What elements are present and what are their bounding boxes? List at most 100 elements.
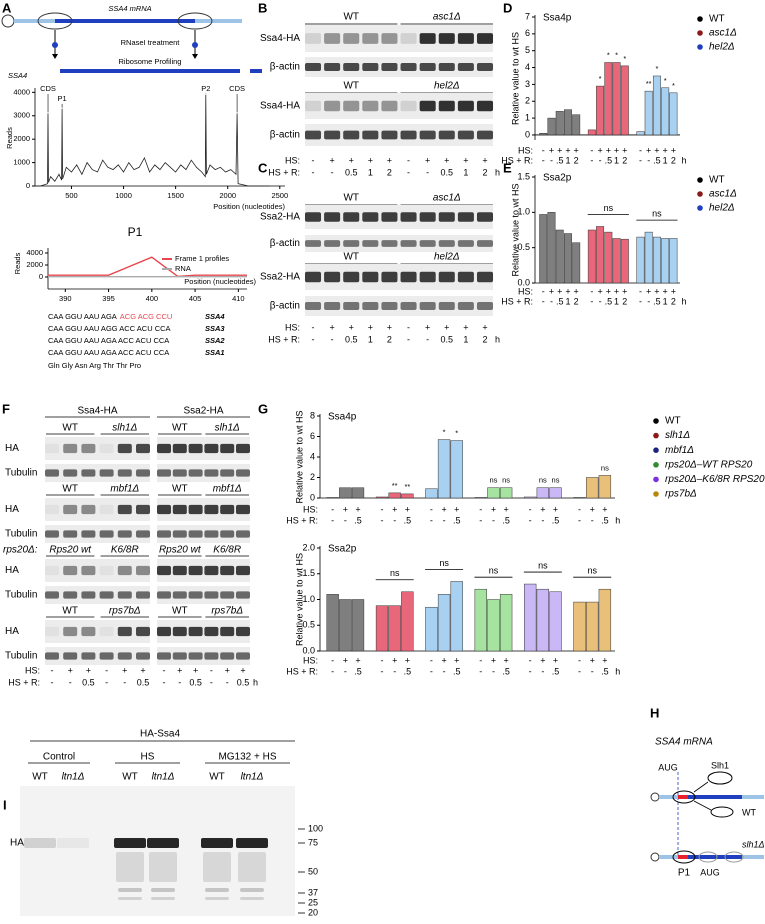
- band: [381, 271, 398, 283]
- significance: *: [623, 54, 626, 63]
- hs-r-condition: 0.5: [237, 677, 250, 687]
- hs-condition: +: [425, 322, 430, 332]
- band: [81, 530, 96, 538]
- band: [99, 469, 114, 477]
- hs-r-condition: -: [590, 155, 593, 165]
- legend-marker: [697, 44, 703, 50]
- ribosome: [710, 806, 734, 818]
- hs-condition: -: [479, 504, 482, 514]
- bar: [587, 229, 596, 284]
- blot: [45, 437, 150, 460]
- band: [157, 469, 171, 477]
- band: [117, 591, 132, 599]
- band: [63, 565, 78, 576]
- band: [63, 443, 78, 454]
- hs-r-condition: 0.5: [189, 677, 202, 687]
- band: [362, 302, 379, 310]
- band: [99, 626, 114, 637]
- hs-condition: +: [597, 145, 602, 155]
- unit: h: [495, 167, 500, 177]
- bar: [636, 131, 645, 136]
- significance: **: [392, 481, 398, 490]
- band: [204, 565, 219, 576]
- hs-condition: +: [482, 155, 487, 165]
- hs-r-condition: -: [331, 167, 334, 177]
- hs-condition: -: [590, 145, 593, 155]
- band: [304, 271, 322, 283]
- band: [172, 565, 187, 576]
- band: [343, 63, 360, 71]
- hs-condition: +: [329, 155, 334, 165]
- band: [45, 469, 59, 477]
- ribosome: [177, 12, 213, 30]
- band: [419, 33, 436, 44]
- hs-condition: -: [51, 665, 54, 675]
- band: [400, 240, 417, 247]
- hs-condition: +: [368, 155, 373, 165]
- gene-name: SSA4: [205, 312, 225, 321]
- ribosome: [698, 851, 718, 863]
- y-axis-title: Reads: [5, 127, 14, 149]
- hs-condition: +: [557, 145, 562, 155]
- hs-condition: -: [639, 145, 642, 155]
- hs-r-condition: -: [407, 334, 410, 344]
- y-tick-label: 0.5: [517, 242, 530, 252]
- band: [45, 530, 59, 538]
- bar: [326, 497, 339, 499]
- x-axis-title: Position (nucleotides): [184, 277, 256, 286]
- hs-condition: +: [565, 145, 570, 155]
- hs-r-condition: 2: [671, 155, 676, 165]
- hs-label: HS:: [303, 504, 318, 514]
- bar: [669, 92, 678, 136]
- band: [220, 626, 235, 637]
- bar: [339, 599, 352, 652]
- blot: [157, 647, 250, 665]
- band: [304, 240, 322, 247]
- hs-r-condition: .5: [653, 296, 661, 306]
- x-tick-label: 400: [146, 294, 159, 303]
- panel-label: F: [2, 401, 10, 416]
- band: [457, 302, 474, 310]
- hs-condition: +: [463, 155, 468, 165]
- hs-r-condition: -: [492, 666, 495, 676]
- band: [400, 63, 417, 71]
- hs-condition: +: [482, 322, 487, 332]
- band: [117, 565, 132, 576]
- band: [188, 652, 203, 660]
- significance: *: [664, 76, 667, 85]
- row-label: Ssa4-HA: [260, 33, 300, 44]
- bar: [604, 231, 613, 284]
- hs-condition: +: [225, 665, 230, 675]
- panel-label: E: [503, 160, 512, 175]
- genotype: K6/8R: [213, 545, 241, 556]
- y-axis-title: Reads: [13, 252, 22, 274]
- legend-label: WT: [665, 416, 681, 427]
- bar: [573, 497, 586, 499]
- x-tick-label: 2500: [271, 191, 288, 200]
- hs-r-label: HS + R:: [501, 155, 533, 165]
- hs-condition: +: [614, 145, 619, 155]
- hs-r-condition: 1: [368, 334, 373, 344]
- band: [362, 240, 379, 247]
- sequence-part: CAA GGU AAU AGA ACC ACU CCA: [48, 348, 169, 357]
- chart-title: P1: [128, 225, 143, 239]
- hs-r-condition: 1: [614, 155, 619, 165]
- band: [438, 100, 455, 112]
- band: [324, 240, 341, 247]
- header: Ssa2-HA: [183, 406, 223, 417]
- gene-name: SSA2: [205, 336, 225, 345]
- blot: [45, 586, 150, 604]
- hs-r-label: HS + R:: [286, 515, 318, 525]
- band: [136, 626, 150, 637]
- peak-label: P1: [678, 868, 691, 879]
- band: [172, 652, 187, 660]
- legend-label: WT: [709, 14, 725, 25]
- hs-condition: -: [312, 155, 315, 165]
- y-tick-label: 1.0: [302, 594, 315, 604]
- x-tick-label: 410: [232, 294, 245, 303]
- band: [172, 530, 187, 538]
- band: [438, 271, 455, 283]
- panel-label: I: [3, 797, 7, 812]
- band: [343, 130, 360, 140]
- hs-r-condition: -: [331, 334, 334, 344]
